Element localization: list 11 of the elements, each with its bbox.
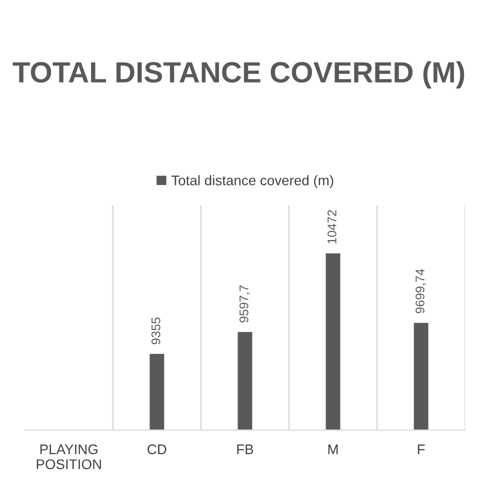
x-tick-label: PLAYING POSITION	[36, 444, 101, 470]
x-tick-label: M	[328, 444, 338, 454]
x-tick-label: CD	[148, 444, 166, 454]
x-tick-label: F	[418, 444, 425, 454]
chart-title: TOTAL DISTANCE COVERED (M)	[12, 61, 464, 88]
data-label: 9699,74	[416, 268, 426, 314]
data-label: 9597,7	[239, 285, 250, 322]
legend-label: Total distance covered (m)	[171, 175, 334, 188]
data-label: 10472	[328, 210, 336, 244]
x-tick-label: FB	[237, 444, 254, 454]
data-label: 9355	[151, 318, 160, 344]
